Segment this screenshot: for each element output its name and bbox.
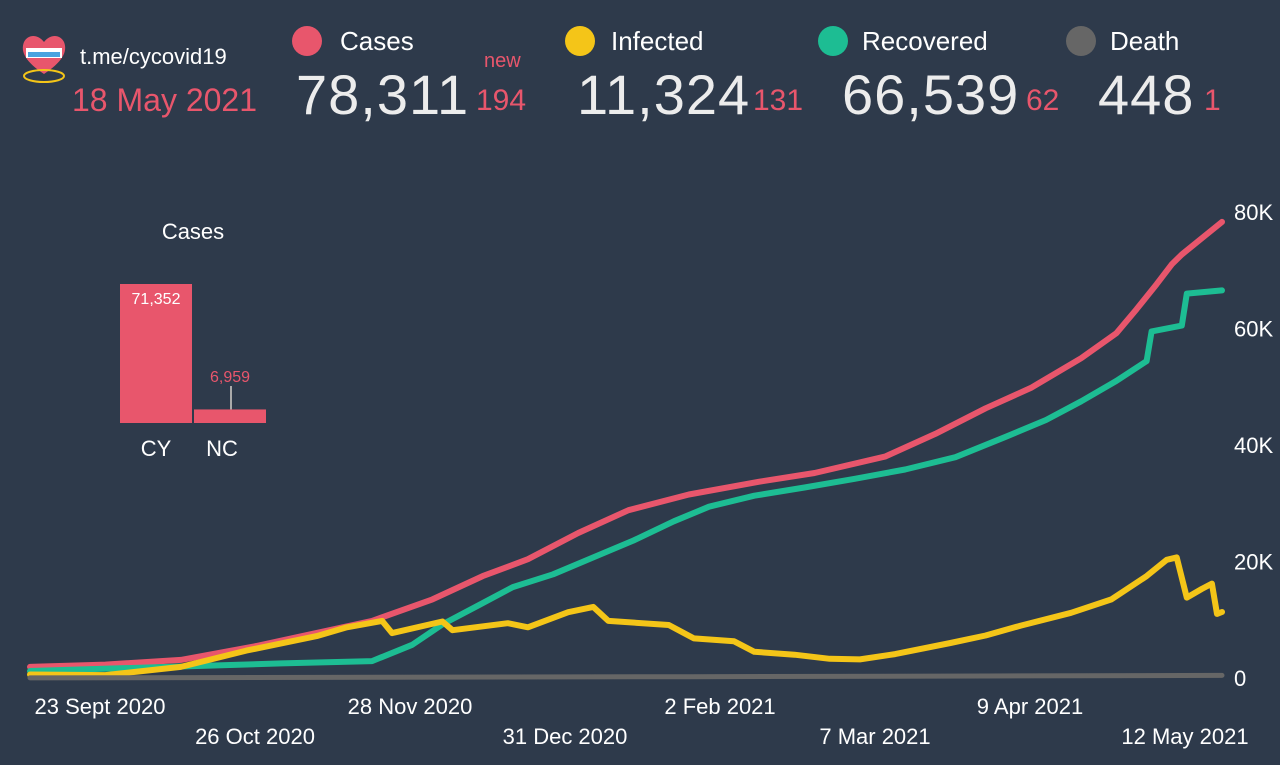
new-label: new — [484, 50, 521, 72]
stat-value: 448 — [1098, 63, 1195, 126]
x-tick-label: 28 Nov 2020 — [348, 694, 473, 719]
stat-death: Death 448 1 — [1066, 24, 1276, 126]
cyprus-heart-logo-icon — [22, 36, 66, 83]
cases-dot-icon — [292, 26, 322, 56]
stat-label: Infected — [611, 26, 704, 56]
y-axis: 0 20K 40K 60K 80K — [1234, 200, 1273, 691]
infected-series-line — [27, 554, 1225, 679]
y-tick-label: 80K — [1234, 200, 1273, 225]
stat-delta: 1 — [1204, 84, 1221, 117]
series-lines — [27, 218, 1225, 681]
stat-cases: Cases new 78,311 194 — [292, 24, 542, 126]
death-dot-icon — [1066, 26, 1096, 56]
stat-label: Recovered — [862, 26, 988, 56]
stat-value: 66,539 — [842, 63, 1020, 126]
x-tick-label: 7 Mar 2021 — [819, 724, 930, 749]
stat-infected: Infected 11,324 131 — [565, 24, 815, 126]
bar-category-label: NC — [206, 436, 238, 461]
bar-category-label: CY — [141, 436, 172, 461]
x-tick-label: 12 May 2021 — [1121, 724, 1248, 749]
x-tick-label: 31 Dec 2020 — [503, 724, 628, 749]
death-series-line — [27, 672, 1225, 681]
stat-label: Death — [1110, 26, 1180, 56]
x-axis: 23 Sept 2020 28 Nov 2020 2 Feb 2021 9 Apr 2… — [35, 694, 1249, 749]
x-tick-label: 2 Feb 2021 — [664, 694, 775, 719]
y-tick-label: 0 — [1234, 666, 1246, 691]
stat-delta: 194 — [476, 84, 527, 117]
stat-delta: 62 — [1026, 84, 1060, 117]
bar-cy — [120, 284, 192, 423]
y-tick-label: 20K — [1234, 550, 1273, 575]
stat-value: 11,324 — [577, 63, 751, 126]
bar-chart-title: Cases — [162, 219, 224, 244]
header: t.me/cycovid19 18 May 2021 Cases new 78,… — [0, 0, 1280, 130]
x-tick-label: 26 Oct 2020 — [195, 724, 315, 749]
stat-value: 78,311 — [296, 63, 470, 126]
stat-recovered: Recovered 66,539 62 — [818, 24, 1068, 126]
infected-dot-icon — [565, 26, 595, 56]
y-tick-label: 60K — [1234, 317, 1273, 342]
y-tick-label: 40K — [1234, 433, 1273, 458]
stat-delta: 131 — [753, 84, 804, 117]
bar-nc — [194, 409, 266, 423]
stat-label: Cases — [340, 26, 414, 56]
recovered-dot-icon — [818, 26, 848, 56]
bar-value-label: 6,959 — [210, 369, 250, 386]
region-bar-chart: Cases CY 71,352 NC 6,959 — [120, 219, 266, 461]
report-date: 18 May 2021 — [72, 82, 258, 118]
x-tick-label: 23 Sept 2020 — [35, 694, 166, 719]
x-tick-label: 9 Apr 2021 — [977, 694, 1083, 719]
bar-value-label: 71,352 — [132, 291, 181, 308]
recovered-series-line — [27, 287, 1225, 674]
channel-link[interactable]: t.me/cycovid19 — [80, 44, 227, 69]
